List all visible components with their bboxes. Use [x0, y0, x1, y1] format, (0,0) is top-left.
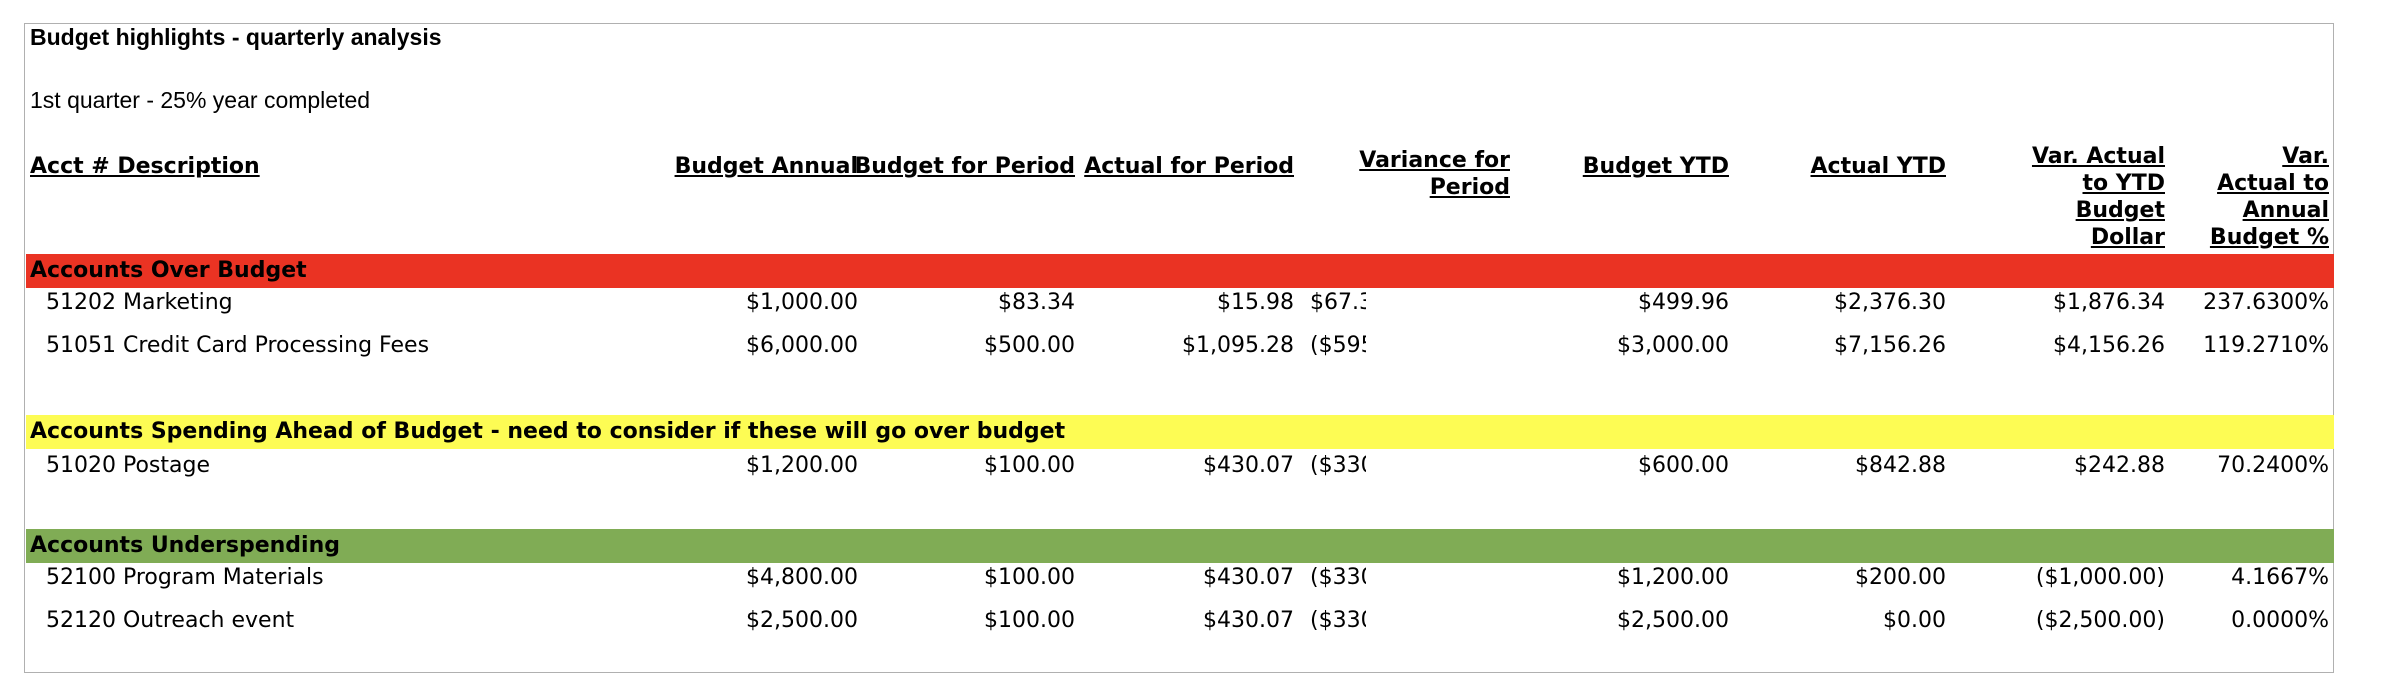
column-header: Actual for Period: [1084, 154, 1294, 179]
cell: $100.00: [984, 608, 1075, 633]
cell: ($330.07): [1310, 608, 1366, 633]
column-header: Acct # Description: [30, 154, 260, 179]
cell: $500.00: [984, 333, 1075, 358]
cell: ($595.28): [1310, 333, 1366, 358]
cell: ($330.07): [1310, 565, 1366, 590]
cell: $4,800.00: [746, 565, 858, 590]
section-header: Accounts Underspending: [26, 529, 2334, 563]
cell: $1,095.28: [1182, 333, 1294, 358]
column-header: Var. Actual to Annual Budget %: [2209, 144, 2329, 250]
cell: $0.00: [1883, 608, 1946, 633]
cell: ($1,000.00): [2035, 565, 2165, 590]
cell: $200.00: [1855, 565, 1946, 590]
cell: $430.07: [1203, 565, 1294, 590]
column-header: Budget YTD: [1582, 154, 1729, 179]
section-header: Accounts Spending Ahead of Budget - need…: [26, 415, 2334, 449]
title: Budget highlights - quarterly analysis: [30, 24, 442, 50]
cell: $430.07: [1203, 453, 1294, 478]
cell: $6,000.00: [746, 333, 858, 358]
cell: $1,000.00: [746, 290, 858, 315]
section-header: Accounts Over Budget: [26, 254, 2334, 288]
cell: $1,200.00: [1617, 565, 1729, 590]
column-header: Budget for Period: [854, 154, 1075, 179]
cell: $2,376.30: [1834, 290, 1946, 315]
cell: 51020 Postage: [46, 453, 210, 478]
cell: $7,156.26: [1834, 333, 1946, 358]
cell: 4.1667%: [2231, 565, 2329, 590]
cell: $600.00: [1638, 453, 1729, 478]
cell: ($330.07): [1310, 453, 1366, 478]
cell: 52120 Outreach event: [46, 608, 295, 633]
cell: 237.6300%: [2203, 290, 2329, 315]
column-header: Actual YTD: [1810, 154, 1947, 179]
frame: [24, 23, 2334, 673]
column-header: Var. Actual to YTD Budget Dollar: [2031, 144, 2165, 250]
cell: 0.0000%: [2231, 608, 2329, 633]
cell: $242.88: [2074, 453, 2165, 478]
cell: $67.36: [1310, 290, 1366, 315]
cell: 51051 Credit Card Processing Fees: [46, 333, 430, 358]
cell: $4,156.26: [2053, 333, 2165, 358]
cell: $499.96: [1638, 290, 1729, 315]
column-header: Variance for Period: [1359, 148, 1510, 200]
cell: ($2,500.00): [2035, 608, 2165, 633]
cell: $1,200.00: [746, 453, 858, 478]
cell: $15.98: [1217, 290, 1294, 315]
cell: 51202 Marketing: [46, 290, 233, 315]
cell: $2,500.00: [1617, 608, 1729, 633]
cell: 70.2400%: [2217, 453, 2329, 478]
cell: $100.00: [984, 565, 1075, 590]
cell: $83.34: [998, 290, 1075, 315]
cell: $2,500.00: [746, 608, 858, 633]
column-header: Budget Annual: [674, 154, 858, 179]
cell: $100.00: [984, 453, 1075, 478]
cell: $842.88: [1855, 453, 1946, 478]
cell: $430.07: [1203, 608, 1294, 633]
cell: 119.2710%: [2203, 333, 2329, 358]
cell: 52100 Program Materials: [46, 565, 324, 590]
cell: $1,876.34: [2053, 290, 2165, 315]
cell: $3,000.00: [1617, 333, 1729, 358]
subtitle: 1st quarter - 25% year completed: [30, 87, 371, 113]
